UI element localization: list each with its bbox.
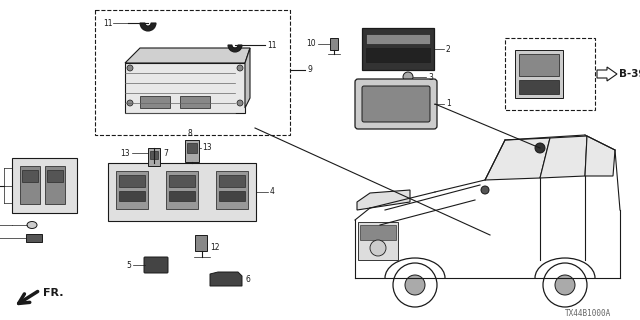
Text: 11: 11 <box>267 41 276 50</box>
Text: 6: 6 <box>245 275 250 284</box>
Text: 12: 12 <box>210 243 220 252</box>
Circle shape <box>403 72 413 82</box>
Text: 13: 13 <box>120 148 130 157</box>
Polygon shape <box>210 272 242 286</box>
Polygon shape <box>585 136 615 176</box>
Bar <box>125 63 245 113</box>
Wedge shape <box>228 45 242 52</box>
Bar <box>116 171 148 209</box>
FancyBboxPatch shape <box>144 257 168 273</box>
Bar <box>169 191 195 201</box>
Text: FR.: FR. <box>43 288 63 298</box>
Bar <box>148 148 160 166</box>
Bar <box>140 96 170 108</box>
Text: TX44B1000A: TX44B1000A <box>565 308 611 317</box>
Bar <box>12 158 77 213</box>
FancyBboxPatch shape <box>355 79 437 129</box>
Bar <box>330 38 338 50</box>
Bar <box>358 222 398 260</box>
Circle shape <box>127 100 133 106</box>
Bar <box>150 151 158 159</box>
Bar <box>362 28 434 70</box>
Bar <box>119 175 145 187</box>
Text: 7: 7 <box>163 148 168 157</box>
Bar <box>166 171 198 209</box>
Text: 13: 13 <box>202 143 212 153</box>
Bar <box>119 191 145 201</box>
Bar <box>187 143 197 153</box>
Bar <box>45 166 65 204</box>
Bar <box>108 163 256 221</box>
Bar <box>26 234 42 242</box>
FancyBboxPatch shape <box>362 86 430 122</box>
Bar <box>22 170 38 182</box>
Bar <box>366 34 430 44</box>
Text: 9: 9 <box>307 66 312 75</box>
Wedge shape <box>140 23 156 31</box>
Bar <box>216 171 248 209</box>
Bar <box>360 225 396 240</box>
Polygon shape <box>357 190 410 210</box>
Bar <box>505 38 595 110</box>
Text: 4: 4 <box>270 188 275 196</box>
Polygon shape <box>540 136 587 178</box>
Bar <box>195 235 207 251</box>
Circle shape <box>535 143 545 153</box>
Bar <box>47 170 63 182</box>
Bar <box>95 10 290 135</box>
Text: B-39-50: B-39-50 <box>619 69 640 79</box>
Bar <box>366 48 430 62</box>
Bar <box>180 96 210 108</box>
Text: 1: 1 <box>446 100 451 108</box>
Circle shape <box>370 240 386 256</box>
Bar <box>519 54 559 76</box>
Circle shape <box>237 100 243 106</box>
Circle shape <box>127 65 133 71</box>
Polygon shape <box>485 138 550 180</box>
Text: 3: 3 <box>428 73 433 82</box>
Bar <box>169 175 195 187</box>
Bar <box>20 166 40 204</box>
Text: 5: 5 <box>126 260 131 269</box>
Ellipse shape <box>27 221 37 228</box>
Circle shape <box>237 65 243 71</box>
Circle shape <box>555 275 575 295</box>
Polygon shape <box>245 48 250 108</box>
Polygon shape <box>125 48 250 63</box>
Bar <box>519 80 559 94</box>
Circle shape <box>543 263 587 307</box>
FancyArrow shape <box>597 67 617 81</box>
Circle shape <box>481 186 489 194</box>
Text: 10: 10 <box>307 39 316 49</box>
Text: 8: 8 <box>188 130 193 139</box>
Bar <box>219 175 245 187</box>
Bar <box>515 50 563 98</box>
Circle shape <box>405 275 425 295</box>
Text: 2: 2 <box>446 44 451 53</box>
Text: 11: 11 <box>104 19 113 28</box>
Bar <box>185 140 199 162</box>
Bar <box>219 191 245 201</box>
Circle shape <box>393 263 437 307</box>
